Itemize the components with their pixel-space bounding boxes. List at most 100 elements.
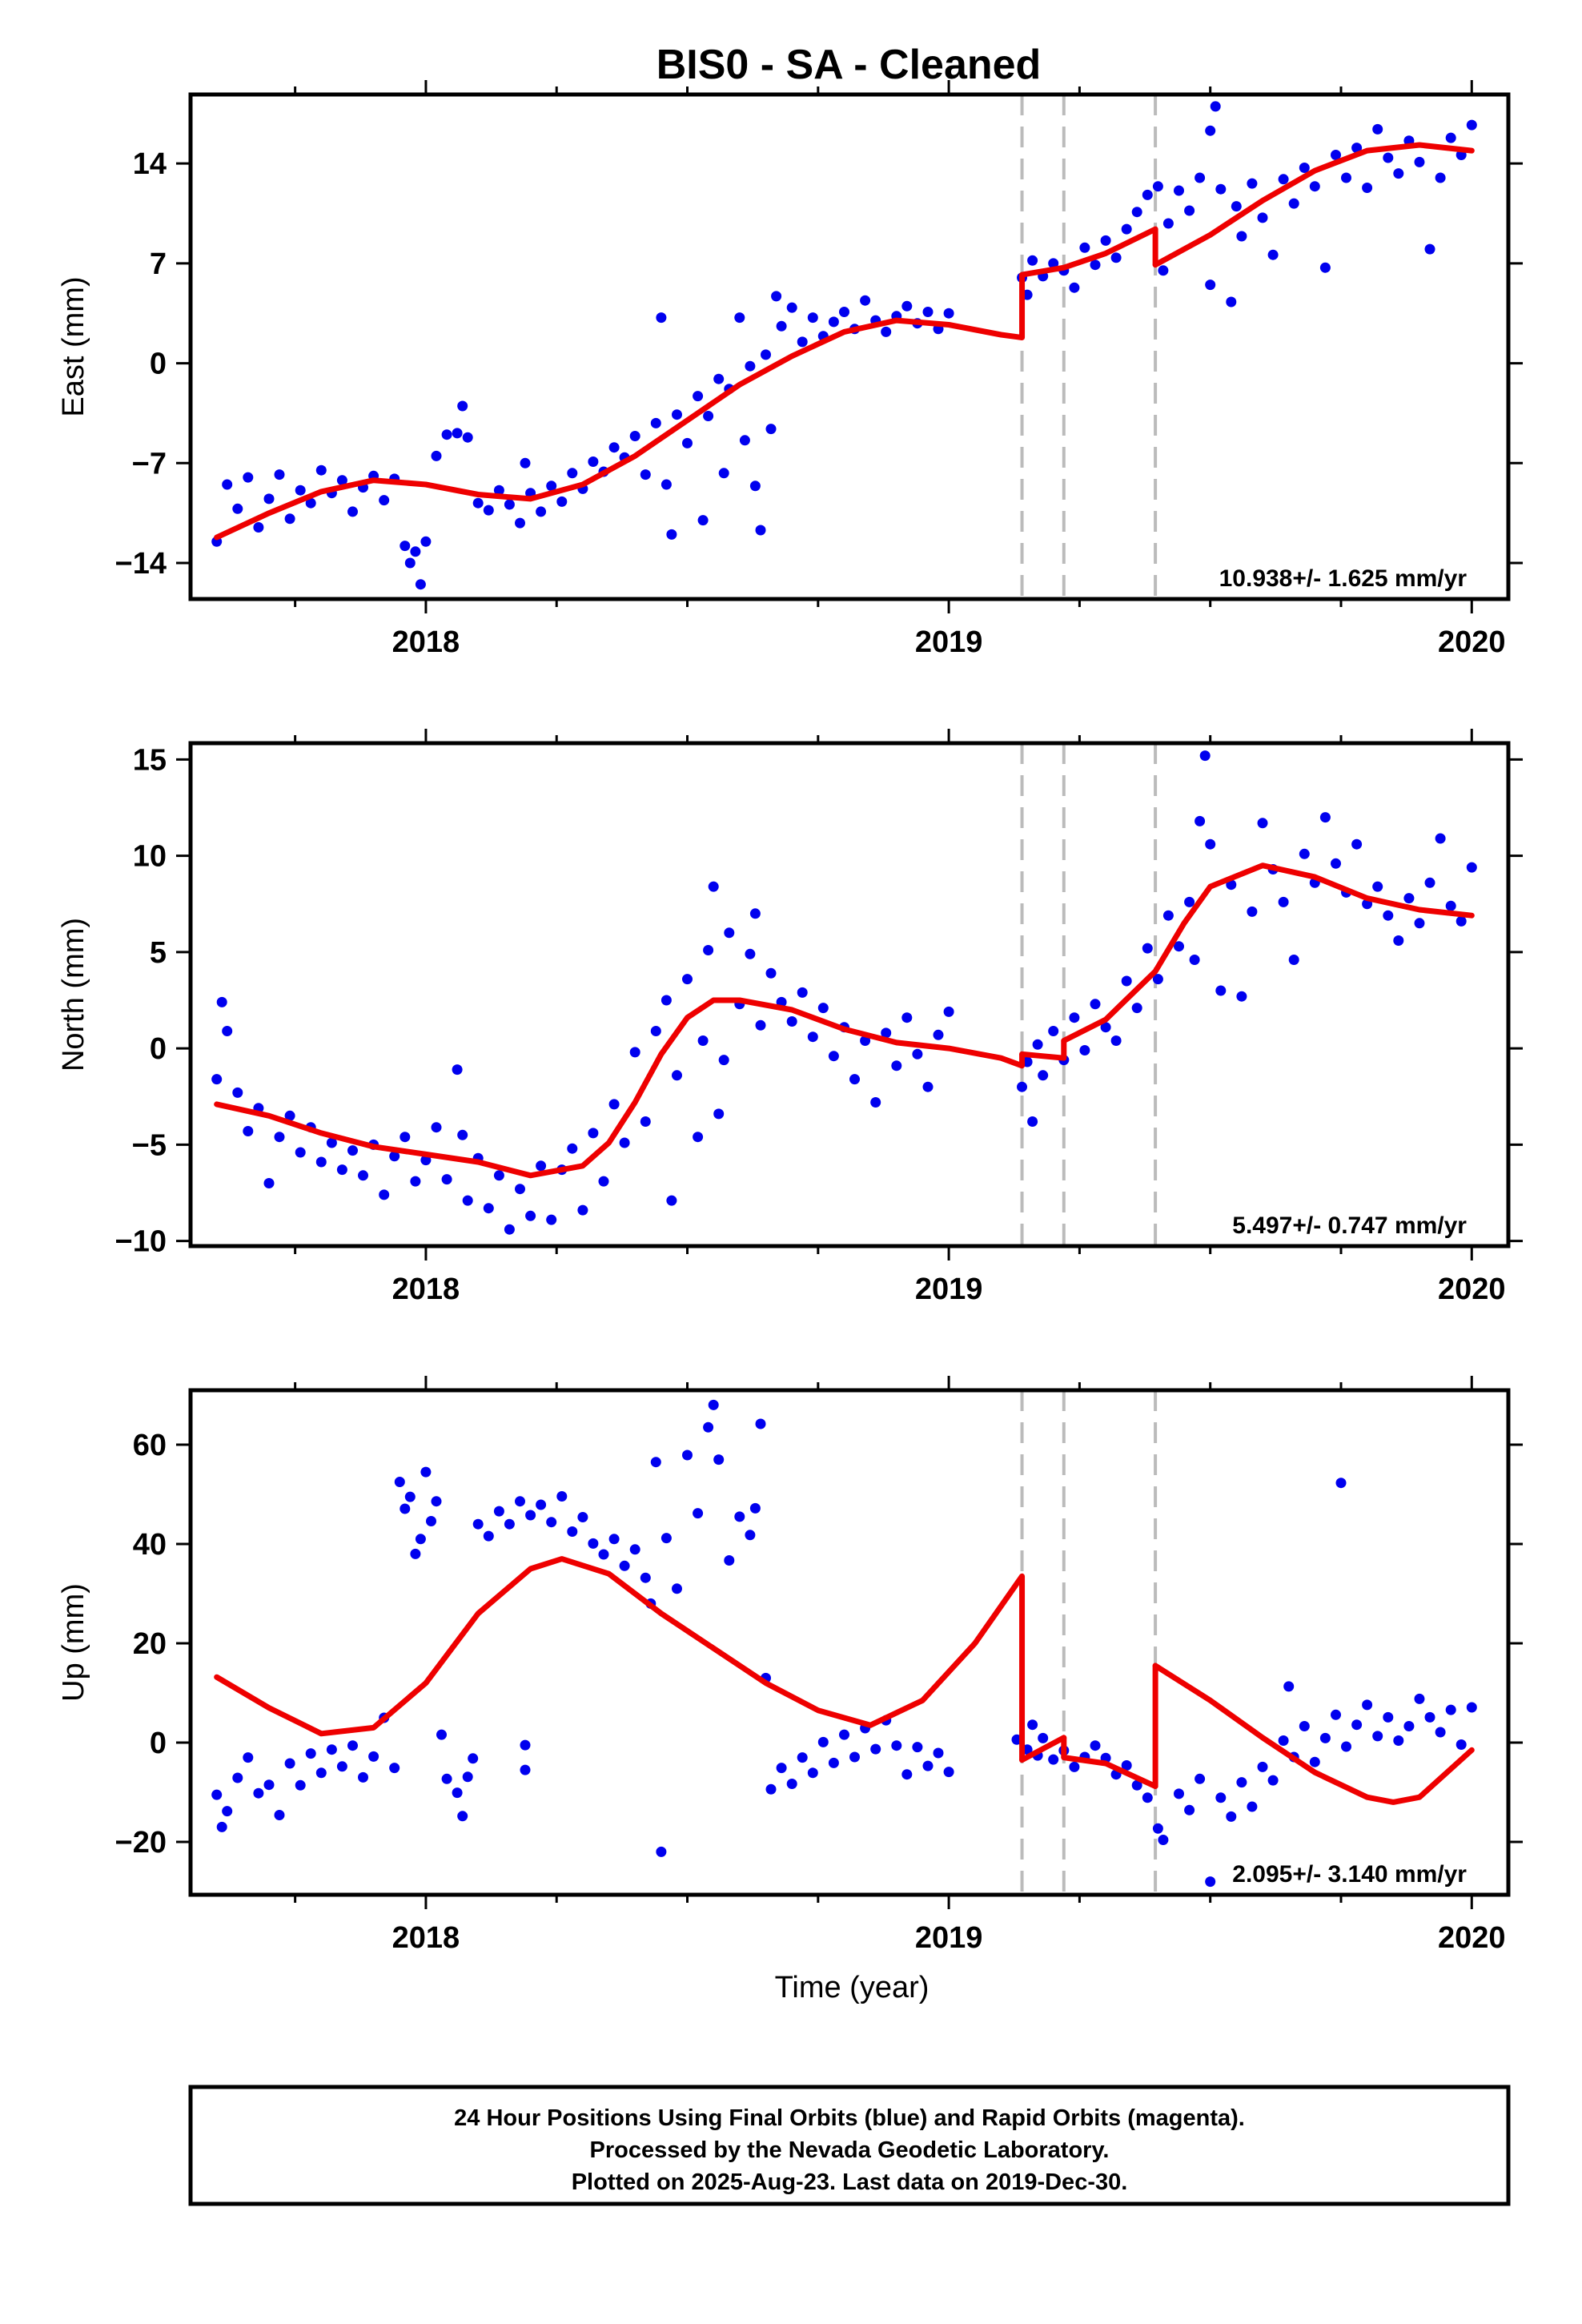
fit-segment xyxy=(1061,1755,1158,1790)
data-point xyxy=(263,1178,275,1188)
data-point xyxy=(1414,1693,1425,1704)
data-point xyxy=(1142,1792,1153,1803)
data-point xyxy=(1027,1719,1038,1731)
data-point xyxy=(520,1739,531,1751)
data-point xyxy=(389,1763,400,1774)
data-point xyxy=(567,1143,578,1154)
data-point xyxy=(755,525,766,536)
data-point xyxy=(672,1070,682,1081)
data-point xyxy=(650,1026,661,1036)
data-point xyxy=(870,1743,881,1755)
data-point xyxy=(232,1772,243,1783)
x-tick-label: 2018 xyxy=(392,1921,460,1955)
fit-segment xyxy=(1019,1051,1067,1061)
data-point xyxy=(745,1530,756,1541)
data-point xyxy=(243,1126,254,1136)
data-point xyxy=(1069,1761,1080,1772)
data-point xyxy=(452,1064,463,1076)
data-point xyxy=(431,1496,442,1507)
footer-line-2: Processed by the Nevada Geodetic Laborat… xyxy=(590,2137,1110,2163)
data-point xyxy=(718,1055,729,1066)
panel-east: −14 −7 0 7 14 2018 2019 2020 East (mm) 10.938+/- … xyxy=(57,80,1523,659)
data-point xyxy=(1131,1779,1142,1791)
data-point xyxy=(661,479,672,490)
data-point xyxy=(452,1787,463,1799)
data-point xyxy=(1038,1732,1049,1743)
data-point xyxy=(253,1787,264,1799)
data-point xyxy=(1048,1754,1059,1765)
data-point xyxy=(379,1189,390,1200)
fit-curve xyxy=(214,142,1475,541)
data-point xyxy=(891,1740,902,1751)
data-point xyxy=(943,308,954,319)
data-point xyxy=(697,1035,709,1046)
data-point xyxy=(1403,893,1415,904)
data-point xyxy=(1383,910,1394,921)
data-point xyxy=(1466,862,1477,873)
fit-segment xyxy=(1019,264,1067,278)
data-point xyxy=(640,1116,651,1127)
data-point xyxy=(536,506,547,517)
y-tick-label: −10 xyxy=(115,1225,167,1259)
data-point xyxy=(745,360,756,372)
data-point xyxy=(1456,1739,1467,1750)
data-point xyxy=(315,1156,327,1168)
data-point xyxy=(556,496,568,507)
fit-segment xyxy=(1061,226,1158,271)
data-point xyxy=(462,1195,473,1206)
data-point xyxy=(881,326,892,337)
data-point xyxy=(1319,262,1331,273)
data-point xyxy=(650,417,661,428)
data-point xyxy=(394,1477,405,1487)
data-point xyxy=(400,1503,411,1514)
data-point xyxy=(1236,991,1247,1002)
data-point xyxy=(410,1548,421,1559)
plot-frame xyxy=(188,92,1511,601)
data-point xyxy=(672,1583,682,1594)
data-point xyxy=(713,1454,725,1466)
data-point xyxy=(1445,1704,1456,1715)
data-point xyxy=(400,541,411,552)
data-point xyxy=(828,1757,839,1768)
x-tick-label: 2020 xyxy=(1438,625,1506,659)
data-point xyxy=(410,546,421,557)
data-point xyxy=(1299,1721,1310,1731)
data-points xyxy=(211,1399,1477,1888)
data-point xyxy=(1090,259,1101,271)
data-point xyxy=(1195,815,1206,826)
y-tick-label: −20 xyxy=(115,1826,167,1860)
panel-up: −20 0 20 40 60 2018 2019 2020 Up (mm) 2.095+/- 3.… xyxy=(57,1376,1523,1955)
data-point xyxy=(745,948,756,959)
data-point xyxy=(1299,848,1310,859)
data-point xyxy=(682,1449,693,1461)
data-point xyxy=(755,1418,766,1429)
y-axis-label: North (mm) xyxy=(57,918,90,1072)
data-point xyxy=(577,1204,588,1216)
data-point xyxy=(1247,1801,1258,1812)
data-point xyxy=(1362,183,1373,193)
data-point xyxy=(1424,243,1435,255)
data-point xyxy=(619,1560,630,1571)
data-point xyxy=(703,411,714,421)
data-point xyxy=(608,442,620,453)
fit-segment xyxy=(1019,1735,1067,1763)
data-point xyxy=(1299,163,1310,173)
data-point xyxy=(765,967,777,979)
data-point xyxy=(284,1758,295,1769)
data-point xyxy=(1226,1811,1237,1822)
y-tick-label: −5 xyxy=(132,1128,167,1162)
x-tick-label: 2018 xyxy=(392,1273,460,1306)
data-point xyxy=(284,1110,295,1121)
y-tick-label: 5 xyxy=(150,936,167,970)
data-point xyxy=(431,1122,442,1133)
data-point xyxy=(347,1740,358,1751)
data-point xyxy=(1393,1735,1404,1746)
data-point xyxy=(1351,838,1363,850)
plot-frame xyxy=(188,741,1511,1248)
data-point xyxy=(483,505,494,516)
data-point xyxy=(629,431,640,441)
data-point xyxy=(389,1151,400,1162)
data-point xyxy=(755,1019,766,1031)
data-point xyxy=(457,400,468,412)
data-point xyxy=(734,1511,745,1522)
